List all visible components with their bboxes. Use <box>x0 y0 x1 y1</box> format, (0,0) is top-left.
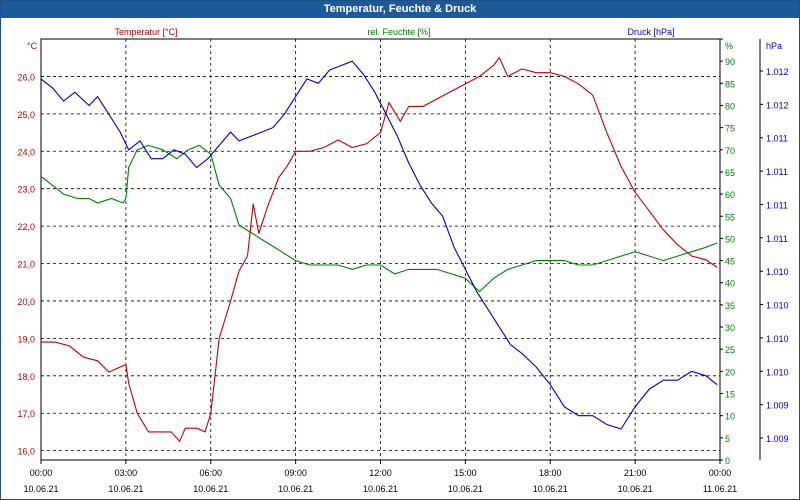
temperature-tick-label: 26,0 <box>17 72 35 82</box>
x-tick-time: 09:00 <box>284 468 307 478</box>
humidity-tick-label: 50 <box>725 234 735 244</box>
x-tick-date: 10.06.21 <box>448 484 483 494</box>
pressure-tick-label: 1.009 <box>766 401 789 411</box>
humidity-tick-label: 75 <box>725 124 735 134</box>
temperature-tick-label: 24,0 <box>17 147 35 157</box>
humidity-series-line <box>40 144 718 293</box>
humidity-tick-label: 65 <box>725 168 735 178</box>
temperature-tick-label: 18,0 <box>17 372 35 382</box>
humidity-tick-label: 15 <box>725 390 735 400</box>
humidity-tick-label: 45 <box>725 257 735 267</box>
x-tick-time: 03:00 <box>115 468 138 478</box>
temperature-tick-label: 16,0 <box>17 447 35 457</box>
temperature-unit: °C <box>27 41 38 51</box>
x-tick-date: 10.06.21 <box>23 484 58 494</box>
pressure-unit: hPa <box>766 41 782 51</box>
x-tick-time: 12:00 <box>369 468 392 478</box>
x-tick-date: 10.06.21 <box>278 484 313 494</box>
humidity-tick-label: 0 <box>725 456 730 466</box>
humidity-tick-label: 60 <box>725 190 735 200</box>
x-tick-time: 00:00 <box>30 468 53 478</box>
pressure-tick-label: 1.012 <box>766 67 789 77</box>
humidity-tick-label: 5 <box>725 434 730 444</box>
x-tick-date: 10.06.21 <box>363 484 398 494</box>
x-tick-date: 10.06.21 <box>108 484 143 494</box>
temperature-tick-label: 20,0 <box>17 297 35 307</box>
temperature-series-label: Temperatur [°C] <box>114 27 177 37</box>
x-tick-time: 00:00 <box>709 468 732 478</box>
humidity-unit: % <box>725 41 733 51</box>
pressure-tick-label: 1.011 <box>766 200 788 210</box>
humidity-series-label: rel. Feuchte [%] <box>367 27 430 37</box>
x-tick-time: 21:00 <box>624 468 647 478</box>
humidity-tick-label: 85 <box>725 79 735 89</box>
x-tick-date: 11.06.21 <box>703 484 737 494</box>
humidity-tick-label: 20 <box>725 367 735 377</box>
window-title: Temperatur, Feuchte & Druck <box>1 1 799 18</box>
humidity-tick-label: 80 <box>725 101 735 111</box>
pressure-tick-label: 1.010 <box>766 334 789 344</box>
x-tick-time: 15:00 <box>454 468 477 478</box>
pressure-tick-label: 1.011 <box>766 167 788 177</box>
temperature-series-line <box>41 56 718 443</box>
pressure-tick-label: 1.010 <box>766 367 789 377</box>
pressure-series-label: Druck [hPa] <box>627 27 674 37</box>
temperature-tick-label: 25,0 <box>17 110 35 120</box>
x-tick-date: 10.06.21 <box>533 484 568 494</box>
pressure-tick-label: 1.011 <box>766 234 788 244</box>
humidity-tick-label: 70 <box>725 146 735 156</box>
x-tick-date: 10.06.21 <box>618 484 653 494</box>
humidity-tick-label: 40 <box>725 279 735 289</box>
temperature-tick-label: 19,0 <box>17 334 35 344</box>
humidity-tick-label: 30 <box>725 323 735 333</box>
pressure-tick-label: 1.011 <box>766 134 788 144</box>
humidity-tick-label: 25 <box>725 345 735 355</box>
humidity-tick-label: 90 <box>725 57 735 67</box>
temperature-tick-label: 23,0 <box>17 185 35 195</box>
pressure-tick-label: 1.010 <box>766 301 789 311</box>
pressure-tick-label: 1.009 <box>766 434 789 444</box>
temperature-tick-label: 22,0 <box>17 222 35 232</box>
x-tick-time: 06:00 <box>199 468 222 478</box>
x-tick-time: 18:00 <box>539 468 562 478</box>
humidity-tick-label: 35 <box>725 301 735 311</box>
humidity-tick-label: 10 <box>725 412 735 422</box>
temperature-tick-label: 17,0 <box>17 409 35 419</box>
humidity-tick-label: 55 <box>725 212 735 222</box>
pressure-tick-label: 1.010 <box>766 267 789 277</box>
pressure-tick-label: 1.012 <box>766 100 789 110</box>
x-tick-date: 10.06.21 <box>193 484 228 494</box>
temperature-tick-label: 21,0 <box>17 260 35 270</box>
pressure-series-line <box>40 60 718 430</box>
